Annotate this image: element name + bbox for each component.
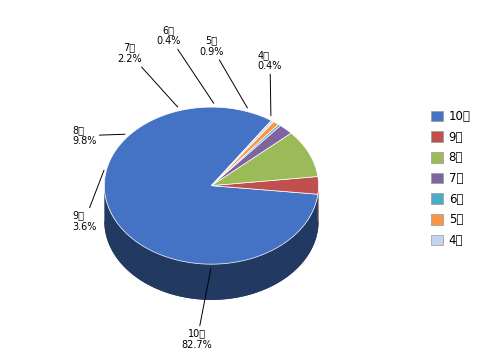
Text: 5点
0.9%: 5点 0.9% [199, 35, 247, 108]
Polygon shape [211, 121, 274, 186]
Polygon shape [211, 126, 291, 186]
Polygon shape [211, 176, 319, 194]
Polygon shape [211, 124, 280, 186]
Polygon shape [211, 133, 318, 186]
Polygon shape [104, 186, 318, 300]
Text: 10点
82.7%: 10点 82.7% [182, 268, 213, 350]
Polygon shape [104, 221, 319, 300]
Text: 4点
0.4%: 4点 0.4% [258, 50, 282, 116]
Text: 7点
2.2%: 7点 2.2% [117, 42, 178, 107]
Text: 6点
0.4%: 6点 0.4% [156, 25, 214, 103]
Legend: 10点, 9点, 8点, 7点, 6点, 5点, 4点: 10点, 9点, 8点, 7点, 6点, 5点, 4点 [427, 106, 474, 251]
Text: 9点
3.6%: 9点 3.6% [72, 170, 104, 232]
Text: 8点
9.8%: 8点 9.8% [72, 125, 125, 146]
Polygon shape [318, 186, 319, 230]
Polygon shape [211, 122, 278, 186]
Polygon shape [104, 107, 318, 264]
